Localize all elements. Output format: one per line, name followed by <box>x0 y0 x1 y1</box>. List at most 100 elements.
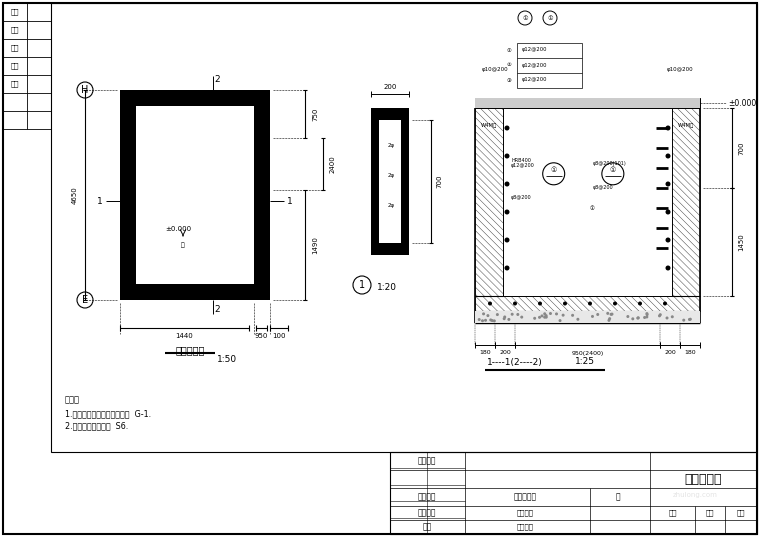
Circle shape <box>538 316 541 319</box>
Circle shape <box>489 318 492 322</box>
Text: 2.其他说明见总说明  S6.: 2.其他说明见总说明 S6. <box>65 421 128 430</box>
Bar <box>401 108 409 255</box>
Circle shape <box>606 312 610 315</box>
Circle shape <box>645 312 648 315</box>
Circle shape <box>505 126 509 130</box>
Circle shape <box>513 301 517 306</box>
Text: HRB400
φ12@200: HRB400 φ12@200 <box>511 157 535 169</box>
Circle shape <box>637 316 640 320</box>
Text: 1: 1 <box>359 280 365 290</box>
Bar <box>475 98 700 108</box>
Text: ①: ① <box>550 167 557 173</box>
Text: 修改内容: 修改内容 <box>418 456 436 466</box>
Text: 校核: 校核 <box>11 45 19 52</box>
Text: 200: 200 <box>664 351 676 355</box>
Circle shape <box>562 314 565 317</box>
Circle shape <box>645 315 648 318</box>
Bar <box>136 106 254 284</box>
Text: 说明：: 说明： <box>65 395 80 404</box>
Text: 阶: 阶 <box>616 492 620 502</box>
Circle shape <box>689 318 692 321</box>
Circle shape <box>597 313 599 316</box>
Text: 坡: 坡 <box>181 242 185 248</box>
Circle shape <box>545 316 548 318</box>
Circle shape <box>571 314 574 317</box>
Text: ±0.000: ±0.000 <box>165 226 191 232</box>
Circle shape <box>666 154 670 158</box>
Text: 950: 950 <box>255 333 268 339</box>
Circle shape <box>484 319 487 322</box>
Text: 1: 1 <box>287 197 293 206</box>
Bar <box>475 108 503 296</box>
Bar <box>120 90 270 106</box>
Text: 日期: 日期 <box>706 510 714 517</box>
Text: φ10@200: φ10@200 <box>482 68 508 72</box>
Circle shape <box>682 318 686 322</box>
Circle shape <box>588 301 592 306</box>
Text: ①: ① <box>507 47 511 53</box>
Text: φ8@200(101): φ8@200(101) <box>593 161 626 165</box>
Text: 1:20: 1:20 <box>377 282 397 292</box>
Bar <box>136 106 254 284</box>
Text: 700: 700 <box>738 141 744 155</box>
Text: 图纸名称: 图纸名称 <box>418 509 436 518</box>
Bar <box>371 108 409 120</box>
Circle shape <box>666 265 670 271</box>
Circle shape <box>549 312 552 315</box>
Circle shape <box>538 301 542 306</box>
Circle shape <box>555 313 558 315</box>
Bar <box>371 243 409 255</box>
Circle shape <box>608 317 611 320</box>
Circle shape <box>482 313 485 315</box>
Text: 关联单位: 关联单位 <box>517 524 534 531</box>
Text: 200: 200 <box>499 351 511 355</box>
Text: zhulong.com: zhulong.com <box>673 492 717 498</box>
Text: 1----1(2----2): 1----1(2----2) <box>487 358 543 366</box>
Circle shape <box>505 154 509 158</box>
Text: 2: 2 <box>214 306 220 315</box>
Circle shape <box>481 320 484 322</box>
Circle shape <box>505 209 509 214</box>
Text: φ12@200: φ12@200 <box>522 62 548 68</box>
Circle shape <box>543 316 546 318</box>
Text: 2: 2 <box>214 76 220 84</box>
Text: 1:25: 1:25 <box>575 358 595 366</box>
Circle shape <box>502 317 505 320</box>
Text: φ8@200: φ8@200 <box>511 195 532 200</box>
Bar <box>51 3 757 452</box>
Text: 集水井平面: 集水井平面 <box>176 345 204 355</box>
Text: 2φ: 2φ <box>388 142 394 148</box>
Circle shape <box>540 315 543 317</box>
Circle shape <box>496 313 499 316</box>
Text: 4650: 4650 <box>72 186 78 204</box>
Text: 200: 200 <box>383 84 397 90</box>
Text: 审核: 审核 <box>11 63 19 69</box>
Text: 1:50: 1:50 <box>217 355 237 365</box>
Text: 700: 700 <box>436 175 442 188</box>
Text: 工况: 工况 <box>11 27 19 33</box>
Text: 批准: 批准 <box>11 81 19 88</box>
Text: 2400: 2400 <box>330 155 336 173</box>
Circle shape <box>607 319 610 322</box>
Circle shape <box>658 314 661 317</box>
Text: ①: ① <box>522 16 527 20</box>
Bar <box>154 124 236 254</box>
Text: ①: ① <box>590 206 595 211</box>
Circle shape <box>505 237 509 243</box>
Bar <box>517 43 582 88</box>
Bar <box>254 90 270 300</box>
Circle shape <box>508 318 511 321</box>
Circle shape <box>576 318 579 321</box>
Circle shape <box>511 313 514 316</box>
Text: φ12@200: φ12@200 <box>522 77 548 83</box>
Text: 1490: 1490 <box>312 236 318 254</box>
Bar <box>475 296 700 311</box>
Circle shape <box>492 320 496 322</box>
Circle shape <box>516 313 519 316</box>
Text: 1440: 1440 <box>176 333 193 339</box>
Circle shape <box>563 301 567 306</box>
Circle shape <box>666 126 670 130</box>
Circle shape <box>632 317 635 321</box>
Text: 2φ: 2φ <box>388 202 394 207</box>
Circle shape <box>610 313 613 316</box>
